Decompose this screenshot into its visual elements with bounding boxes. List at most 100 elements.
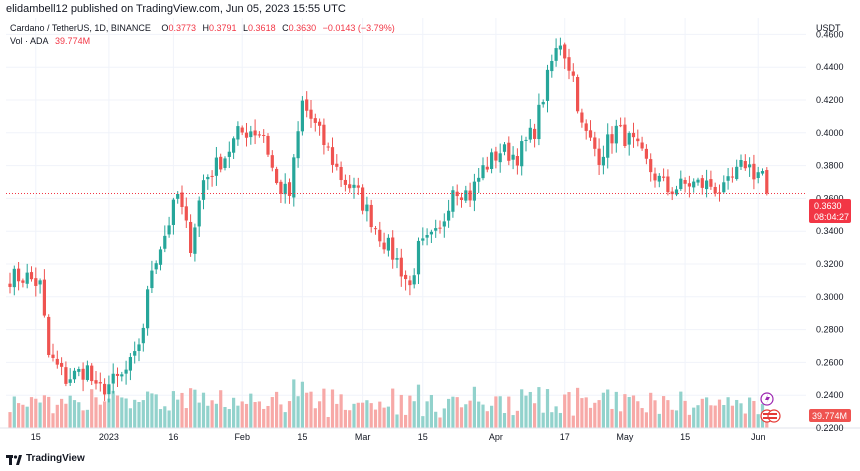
- candle-body: [60, 363, 64, 367]
- volume-bar: [236, 405, 240, 428]
- volume-bar: [705, 397, 709, 428]
- volume-bar: [472, 386, 476, 428]
- candle-body: [580, 112, 584, 123]
- candle-body: [275, 168, 279, 184]
- volume-bar: [537, 387, 541, 428]
- candle-body: [640, 142, 644, 149]
- price-tick-label: 0.4400: [816, 62, 844, 72]
- volume-bar: [201, 392, 206, 428]
- candle-body: [404, 274, 408, 280]
- low-label: L: [243, 23, 249, 33]
- candle-body: [287, 182, 292, 196]
- volume-bar: [21, 404, 25, 428]
- volume-bar: [171, 391, 175, 428]
- candle-body: [649, 159, 653, 173]
- us-flag-icon[interactable]: [767, 409, 781, 423]
- price-tick-label: 0.2800: [816, 325, 844, 335]
- volume-bar: [115, 395, 120, 428]
- candle-body: [399, 257, 403, 277]
- candle-body: [760, 171, 765, 174]
- volume-bar: [644, 412, 648, 428]
- price-tick-label: 0.3800: [816, 161, 844, 171]
- volume-bar: [266, 405, 270, 428]
- candle-body: [494, 151, 498, 161]
- candle-body: [442, 221, 446, 227]
- candle-body: [717, 192, 722, 194]
- candle-body: [576, 77, 580, 112]
- candle-body: [25, 272, 29, 284]
- candle-body: [219, 156, 223, 170]
- candle-body: [705, 180, 709, 190]
- change-value: −0.0143 (−3.79%): [322, 23, 395, 33]
- time-axis[interactable]: 15 2023 16 Feb 15 Mar 15 Apr 17 May 15 Jun: [31, 432, 766, 442]
- volume-bar: [240, 401, 244, 428]
- candle-body: [627, 133, 631, 145]
- candle-body: [167, 225, 171, 235]
- candle-body: [614, 125, 618, 144]
- volume-bar: [438, 417, 442, 428]
- volume-bar: [580, 398, 584, 428]
- candle-body: [85, 365, 89, 380]
- volume-bar: [455, 397, 459, 428]
- chart-grid: [6, 18, 806, 429]
- symbol-title[interactable]: Cardano / TetherUS, 1D, BINANCE: [10, 23, 151, 33]
- volume-bar: [382, 407, 386, 428]
- candle-body: [318, 121, 322, 126]
- volume-bar: [477, 401, 481, 428]
- candle-body: [309, 109, 313, 119]
- volume-bar: [287, 401, 292, 428]
- time-tick-label: 15: [418, 432, 428, 442]
- candle-body: [696, 179, 700, 183]
- volume-bar: [421, 416, 425, 428]
- volume-bar: [442, 408, 446, 428]
- volume-bar: [739, 403, 743, 428]
- price-axis-background: [808, 18, 860, 432]
- volume-tag-value: 39.774M: [812, 411, 847, 421]
- volume-bar: [614, 391, 618, 428]
- volume-bar: [399, 394, 403, 428]
- price-tick-label: 0.2600: [816, 357, 844, 367]
- candle-body: [485, 166, 489, 170]
- candle-body: [128, 357, 132, 371]
- price-tick-label: 0.2200: [816, 423, 844, 433]
- candle-body: [253, 130, 257, 136]
- price-axis[interactable]: 0.2200 0.2400 0.2600 0.2800 0.3000 0.3200 0.34…: [816, 29, 844, 433]
- publish-header: elidambell12 published on TradingView.co…: [0, 0, 860, 18]
- candle-body: [623, 124, 627, 147]
- candle-body: [459, 197, 464, 201]
- candle-body: [687, 183, 691, 187]
- volume-bar: [176, 399, 180, 428]
- candle-body: [666, 176, 670, 193]
- volume-bar: [657, 413, 661, 428]
- volume-bar: [649, 392, 653, 428]
- candle-body: [55, 358, 59, 365]
- candle-body: [674, 189, 679, 195]
- volume-bar: [128, 408, 132, 428]
- volume-bar: [141, 400, 145, 428]
- candle-body: [232, 138, 236, 153]
- candle-body: [158, 249, 163, 265]
- volume-bar: [674, 410, 679, 428]
- candle-body: [343, 179, 347, 185]
- volume-bar: [541, 412, 545, 428]
- volume-label[interactable]: Vol · ADA: [10, 36, 49, 46]
- volume-bar: [210, 400, 214, 428]
- candle-body: [425, 234, 429, 238]
- volume-bar: [571, 415, 575, 428]
- volume-bar: [593, 402, 597, 428]
- candle-body: [94, 380, 98, 384]
- volume-bar: [244, 403, 249, 428]
- time-tick-label: Mar: [355, 432, 371, 442]
- last-price-value: 0.3630: [814, 201, 842, 211]
- candle-body: [713, 186, 717, 194]
- volume-bar: [90, 389, 94, 428]
- volume-bar: [412, 401, 416, 428]
- volume-bar: [515, 410, 519, 428]
- volume-bar: [29, 397, 34, 428]
- volume-bar: [300, 381, 304, 428]
- volume-bar: [55, 404, 59, 428]
- candle-body: [464, 190, 468, 201]
- volume-bar: [253, 402, 257, 428]
- footer-brand[interactable]: TradingView: [26, 453, 85, 464]
